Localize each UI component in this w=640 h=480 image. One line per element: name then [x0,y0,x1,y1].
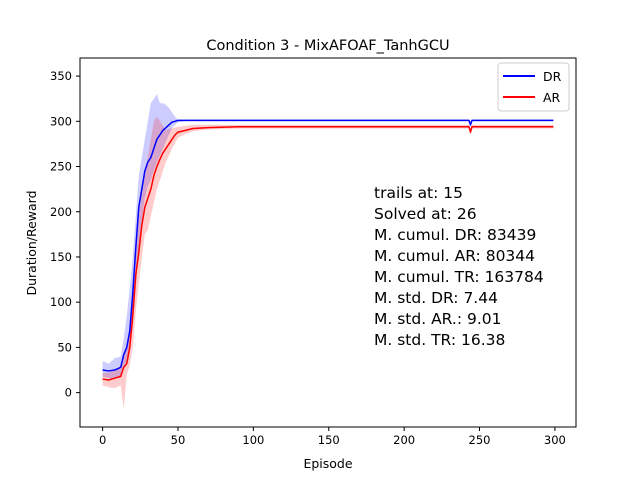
y-axis-ticks: 0 50 100 150 200 250 300 350 [50,69,80,400]
legend-label-ar: AR [543,90,561,105]
stats-annotation: trails at: 15 Solved at: 26 M. cumul. DR: … [374,184,544,349]
x-tick-label: 150 [318,433,340,447]
annotation-line: trails at: 15 [374,184,463,202]
x-tick-label: 0 [99,433,106,447]
series-lines [102,119,554,381]
chart-title: Condition 3 - MixAFOAF_TanhGCU [206,38,449,54]
series-line-ar [102,125,554,381]
annotation-line: Solved at: 26 [374,205,477,223]
y-tick-label: 50 [57,340,72,354]
y-tick-label: 350 [50,69,72,83]
band-dr [102,94,554,380]
series-line-dr [102,119,554,372]
x-axis-label: Episode [303,456,352,471]
y-axis-label: Duration/Reward [24,190,39,295]
annotation-line: M. std. TR: 16.38 [374,331,505,349]
y-tick-label: 0 [65,386,72,400]
x-tick-label: 100 [242,433,264,447]
y-tick-label: 300 [50,114,72,128]
legend: DR AR [497,62,570,112]
annotation-line: M. cumul. AR: 80344 [374,247,535,265]
plot-frame [79,57,577,428]
y-tick-label: 150 [50,250,72,264]
x-tick-label: 50 [171,433,186,447]
annotation-line: M. std. DR: 7.44 [374,289,498,307]
x-tick-label: 250 [469,433,491,447]
x-tick-label: 300 [544,433,566,447]
confidence-bands [102,94,554,409]
y-tick-label: 200 [50,205,72,219]
annotation-line: M. cumul. DR: 83439 [374,226,536,244]
x-tick-label: 200 [393,433,415,447]
x-axis-ticks: 0 50 100 150 200 250 300 [99,427,566,447]
y-tick-label: 250 [50,160,72,174]
annotation-line: M. cumul. TR: 163784 [374,268,544,286]
y-tick-label: 100 [50,295,72,309]
legend-label-dr: DR [543,69,562,84]
annotation-line: M. std. AR.: 9.01 [374,310,501,328]
